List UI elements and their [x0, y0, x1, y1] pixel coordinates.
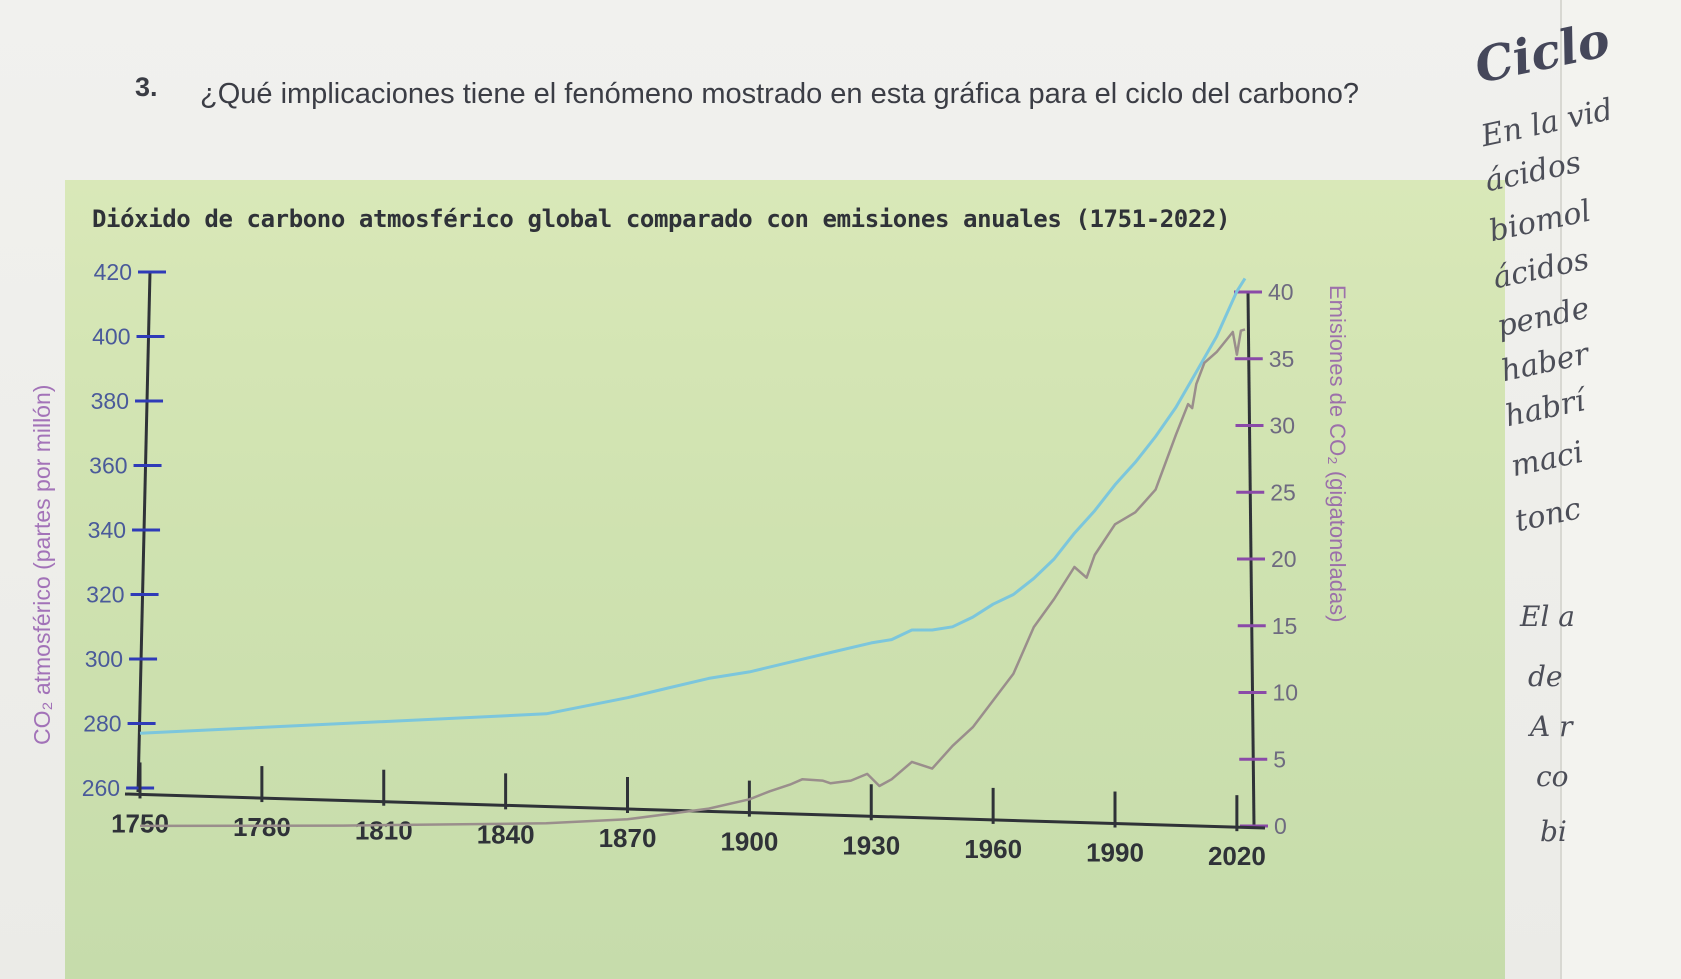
chart-title: Dióxido de carbono atmosférico global co…	[92, 205, 1230, 233]
y-right-tick-label: 40	[1268, 279, 1294, 305]
question-text: ¿Qué implicaciones tiene el fenómeno mos…	[200, 78, 1360, 110]
x-tick-label: 2020	[1208, 841, 1266, 871]
side-page-fragment: co	[1536, 760, 1569, 793]
x-tick-label: 1960	[964, 834, 1022, 864]
side-page-fragment: El a	[1520, 600, 1575, 633]
y-right-tick-label: 0	[1274, 813, 1287, 839]
y-left-tick-label: 400	[92, 324, 130, 350]
chart-series	[139, 277, 1247, 828]
y-right-tick-label: 5	[1273, 746, 1286, 772]
question-number: 3.	[135, 72, 158, 102]
series-emissions-line	[139, 328, 1246, 828]
x-tick-label: 1990	[1086, 838, 1144, 868]
y-left-tick-label: 420	[94, 259, 132, 285]
y-left-tick-label: 260	[82, 775, 120, 801]
y-left-tick-label: 280	[83, 711, 121, 737]
y-axis-left-line	[136, 271, 152, 793]
y-right-tick-label: 35	[1269, 346, 1295, 372]
y-left-tick-label: 340	[88, 517, 126, 543]
side-page-fragment: A r	[1530, 710, 1573, 743]
x-tick-label: 1780	[233, 812, 291, 842]
y-right-tick-label: 10	[1273, 680, 1299, 706]
x-tick-label: 1750	[111, 808, 169, 838]
y-left-tick-label: 300	[85, 646, 123, 672]
side-page-fragment: de	[1528, 660, 1563, 693]
y-axis-right-label: Emisiones de CO₂ (gigatoneladas)	[1325, 285, 1350, 623]
y-axis-left-label: CO₂ atmosférico (partes por millón)	[29, 385, 55, 745]
x-tick-label: 1870	[599, 823, 657, 853]
x-tick-label: 1900	[720, 827, 778, 857]
y-left-tick-label: 320	[86, 582, 124, 608]
y-right-tick-label: 25	[1270, 479, 1296, 505]
y-right-tick-label: 15	[1272, 613, 1298, 639]
y-right-tick-label: 20	[1271, 546, 1297, 572]
y-left-tick-label: 360	[89, 453, 127, 479]
y-left-tick-label: 380	[91, 388, 129, 414]
y-right-tick-label: 30	[1270, 413, 1296, 439]
series-co2-line	[139, 277, 1247, 735]
x-tick-label: 1810	[355, 816, 413, 846]
x-tick-label: 1930	[842, 830, 900, 860]
chart-axes: 260 280 300 320 340 360 380 400 420 0 5 10 15 20 25 30 3…	[82, 259, 1298, 871]
facing-page	[1560, 0, 1681, 979]
chart-background	[65, 180, 1505, 979]
side-page-fragment: bi	[1540, 815, 1567, 848]
